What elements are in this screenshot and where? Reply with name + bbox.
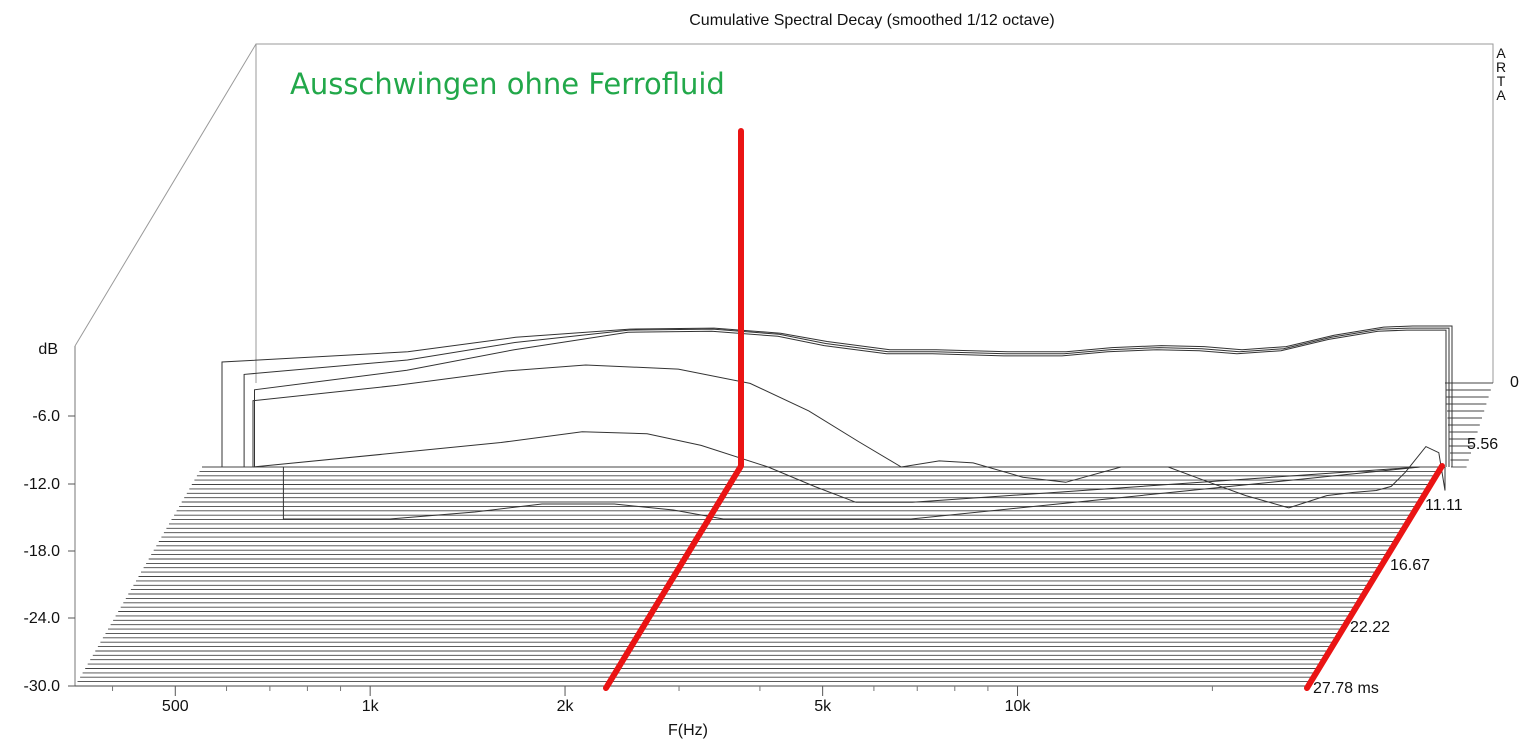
decay-curve-slice [243,327,1450,467]
decay-curve-slice [253,431,1421,503]
time-tick-label: 0 [1510,374,1519,391]
brand-letter: T [1497,73,1506,89]
y-tick-label: -12.0 [24,476,61,493]
red-marker-edge [1304,463,1445,691]
time-tick-label: 16.67 [1390,557,1430,574]
brand-letter: A [1496,45,1506,61]
back-frame [74,43,1494,383]
x-tick-label: 5k [814,698,832,715]
decay-curve-slice [252,364,1446,509]
chart-annotation: Ausschwingen ohne Ferrofluid [290,67,725,101]
y-axis-label: dB [38,341,58,358]
y-tick-label: -6.0 [32,408,60,425]
x-tick-label: 10k [1005,698,1032,715]
brand-letter: A [1496,87,1506,103]
decay-curve-slice [221,325,1453,467]
decay-curve-slice [282,466,1421,520]
x-tick-label: 1k [362,698,380,715]
y-tick-label: -18.0 [24,543,61,560]
red-marker-frequency [603,128,744,691]
chart-title: Cumulative Spectral Decay (smoothed 1/12… [689,12,1055,29]
decay-curve-slice [254,329,1447,467]
brand-letter: R [1496,59,1506,75]
time-tick-label: 5.56 [1467,436,1498,453]
x-tick-label: 500 [162,698,189,715]
red-marker-lines [603,128,1445,691]
time-tick-label: 22.22 [1350,619,1390,636]
x-tick-label: 2k [557,698,575,715]
time-tick-label: 11.11 [1425,497,1463,514]
axis-labels: -6.0 -12.0 -18.0 -24.0 -30.0 500 1k 2k 5k 10k 0 5.5… [24,45,1519,715]
decay-curves [221,325,1453,520]
y-tick-label: -30.0 [24,678,61,695]
time-floor-lines [75,382,1493,687]
x-axis-label: F(Hz) [668,722,708,739]
time-tick-label: 27.78 ms [1313,680,1379,697]
y-tick-label: -24.0 [24,610,61,627]
